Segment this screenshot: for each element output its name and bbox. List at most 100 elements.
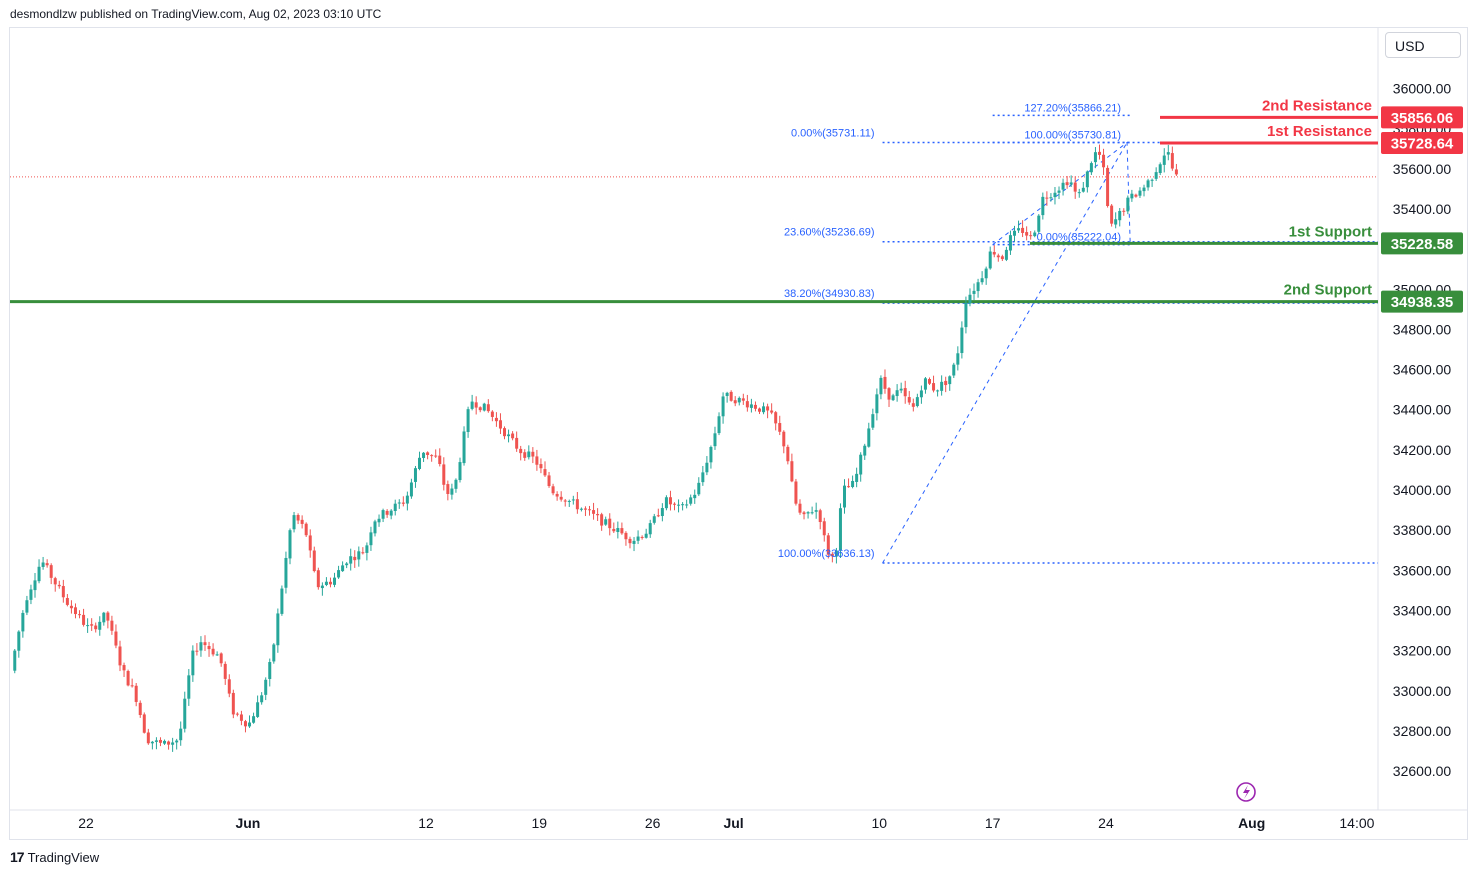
- candle-body: [790, 461, 794, 482]
- candle-body: [1017, 228, 1021, 231]
- candle-body: [583, 508, 587, 510]
- candle-body: [1008, 235, 1012, 251]
- candle: [272, 643, 276, 664]
- candle-body: [175, 740, 179, 743]
- candle: [1162, 148, 1166, 173]
- candle: [167, 740, 171, 750]
- candle-body: [656, 515, 660, 517]
- candle-body: [82, 614, 86, 625]
- candle-body: [1118, 210, 1122, 221]
- candle-body: [328, 581, 332, 585]
- candle-body: [677, 504, 681, 506]
- candle: [705, 456, 709, 476]
- candle-body: [61, 586, 65, 598]
- candle-body: [1029, 235, 1033, 237]
- candle-body: [535, 456, 539, 465]
- candle-body: [482, 403, 486, 411]
- price-tick-label: 34600.00: [1393, 362, 1452, 378]
- candle-body: [438, 455, 442, 465]
- candle: [713, 426, 717, 450]
- candle: [450, 483, 454, 500]
- candle: [1106, 165, 1110, 208]
- candle-body: [134, 685, 138, 702]
- candle: [227, 674, 231, 698]
- candle: [503, 426, 507, 440]
- candle-body: [745, 401, 749, 408]
- candle: [118, 640, 122, 672]
- candle-body: [458, 462, 462, 481]
- candle-body: [373, 521, 377, 534]
- candle-body: [418, 457, 422, 469]
- candle: [1073, 176, 1077, 199]
- candle: [203, 635, 207, 651]
- candle-body: [1134, 194, 1138, 197]
- candle-body: [1000, 256, 1004, 260]
- candle: [345, 562, 349, 569]
- candle: [122, 662, 126, 677]
- candle: [1057, 186, 1061, 200]
- candle-body: [478, 407, 482, 411]
- candle-body: [798, 503, 802, 513]
- candle: [138, 700, 142, 718]
- candle-body: [53, 578, 57, 585]
- candle-body: [551, 486, 555, 494]
- candle-body: [652, 516, 656, 523]
- candle-body: [511, 433, 515, 439]
- lightning-icon[interactable]: [1236, 782, 1256, 802]
- candle: [523, 449, 527, 461]
- sr-line-name: 1st Support: [1289, 223, 1372, 240]
- time-tick-label: 24: [1098, 815, 1114, 831]
- candle-body: [304, 523, 308, 536]
- candle-body: [673, 503, 677, 505]
- candle-body: [523, 452, 527, 458]
- candle: [838, 503, 842, 558]
- candle-body: [988, 251, 992, 269]
- candle-body: [818, 510, 822, 523]
- candle: [405, 491, 409, 511]
- candle: [1085, 170, 1089, 193]
- price-tick-label: 33800.00: [1393, 522, 1452, 538]
- candle: [944, 376, 948, 393]
- candle-body: [1033, 232, 1037, 237]
- candle: [855, 467, 859, 488]
- candle-body: [1069, 182, 1073, 185]
- candle: [745, 394, 749, 412]
- candle: [114, 624, 118, 649]
- candle: [539, 458, 543, 474]
- candle-body: [215, 654, 219, 656]
- candle-body: [709, 447, 713, 463]
- candle: [94, 622, 98, 633]
- candle-body: [717, 416, 721, 434]
- candle: [276, 608, 280, 653]
- candle: [183, 691, 187, 733]
- price-badge: [1381, 290, 1463, 313]
- candle-body: [106, 612, 110, 621]
- tradingview-logo[interactable]: 17 TradingView: [10, 849, 99, 865]
- candle-body: [393, 503, 397, 512]
- candle-body: [389, 510, 393, 516]
- candle: [462, 426, 466, 466]
- currency-button[interactable]: USD: [1385, 32, 1461, 58]
- candle: [660, 503, 664, 522]
- fib-level-label: 38.20%(34930.83): [784, 288, 875, 300]
- candle: [814, 502, 818, 519]
- candle-body: [964, 302, 968, 328]
- candle: [53, 576, 57, 592]
- candle-body: [248, 722, 252, 727]
- candle-body: [235, 713, 239, 715]
- candle-body: [337, 570, 341, 578]
- candle: [737, 396, 741, 406]
- candle: [328, 577, 332, 588]
- candle-body: [179, 728, 183, 741]
- candle-body: [936, 390, 940, 392]
- candle-body: [531, 451, 535, 457]
- candle: [413, 465, 417, 488]
- candle: [749, 398, 753, 413]
- fib-trendline: [882, 142, 1128, 564]
- candle: [1077, 188, 1081, 198]
- candle: [1081, 181, 1085, 193]
- candle: [470, 394, 474, 411]
- candle: [875, 388, 879, 421]
- candle: [134, 682, 138, 707]
